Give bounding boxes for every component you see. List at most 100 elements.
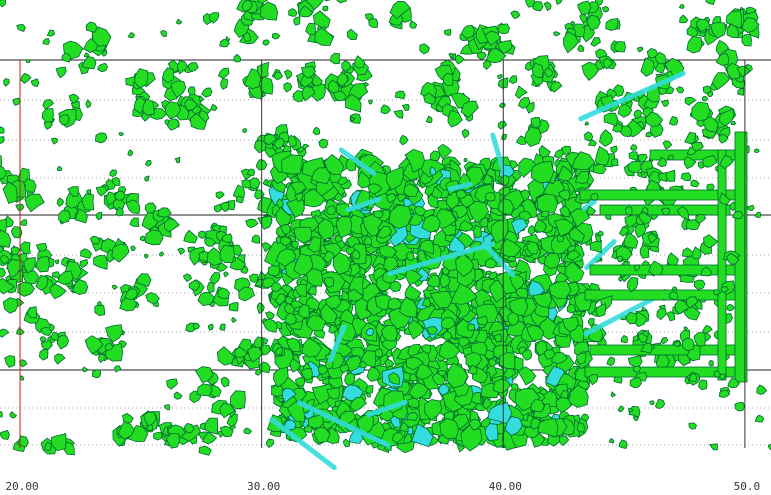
cloud-blob: [56, 165, 63, 172]
cloud-blob: [256, 302, 265, 315]
cloud-blob: [726, 303, 735, 312]
cloud-blob: [167, 118, 181, 131]
cloud-blob: [0, 410, 3, 418]
cloud-streak: [481, 241, 516, 278]
cloud-blob: [429, 165, 437, 176]
cloud-blob: [109, 169, 117, 178]
cloud-blob: [543, 349, 556, 360]
cloud-blob: [634, 264, 641, 272]
cloud-blob: [437, 143, 453, 160]
cloud-blob: [81, 193, 95, 211]
cloud-blob: [74, 208, 88, 224]
cloud-blob: [307, 235, 322, 253]
cloud-blob: [629, 377, 643, 389]
cloud-blob: [262, 39, 270, 46]
cloud-blob: [610, 145, 618, 154]
cloud-blob: [0, 430, 10, 440]
cloud-blob: [571, 151, 596, 171]
cloud-blob: [602, 5, 610, 13]
cloud-blob: [217, 287, 230, 299]
cloud-blob: [424, 399, 443, 421]
cloud-blob: [89, 235, 101, 245]
cloud-blob: [423, 92, 437, 105]
cloud-blob: [289, 357, 302, 373]
cloud-blob: [86, 189, 92, 195]
cloud-blob: [344, 355, 363, 372]
cloud-blob: [660, 99, 670, 107]
cloud-blob: [638, 211, 653, 224]
cloud-blob: [448, 52, 454, 58]
x-tick-label: 40.00: [489, 480, 522, 493]
cloud-blob: [431, 185, 443, 199]
cloud-blob: [130, 245, 136, 252]
cloud-blob: [318, 218, 335, 241]
cloud-blob: [399, 134, 409, 146]
cloud-blob: [294, 192, 304, 203]
cloud-blob: [221, 233, 233, 244]
cloud-blob: [35, 274, 49, 291]
cloud-blob: [23, 257, 36, 274]
cloud-blob: [754, 148, 760, 154]
cloud-blob: [301, 337, 323, 358]
cloud-blob: [566, 250, 582, 261]
cloud-blob: [708, 360, 714, 367]
cloud-blob: [279, 224, 292, 235]
cloud-blob: [274, 71, 284, 81]
cloud-blob: [467, 364, 478, 375]
cloud-blob: [50, 331, 59, 342]
cloud-blob: [497, 74, 503, 80]
cloud-blob: [725, 10, 743, 29]
cloud-blob: [256, 61, 270, 79]
cloud-streak: [296, 400, 391, 448]
cloud-blob: [698, 379, 708, 391]
cloud-blob: [629, 144, 638, 151]
cloud-blob: [640, 57, 655, 77]
cloud-blob: [174, 156, 181, 164]
cloud-streak: [582, 199, 597, 211]
cloud-blob: [627, 355, 643, 368]
cloud-blob: [219, 38, 230, 48]
cloud-blob: [473, 224, 482, 239]
cloud-blob: [342, 438, 351, 448]
cloud-blob: [93, 255, 108, 270]
cloud-blob: [695, 18, 711, 33]
cloud-blob: [281, 387, 297, 404]
cloud-blob: [79, 258, 89, 268]
cloud-blob: [164, 101, 182, 120]
cloud-blob: [94, 132, 108, 144]
cloud-blob: [158, 251, 164, 257]
cloud-blob: [626, 311, 638, 325]
cloud-blob: [220, 77, 228, 90]
cloud-blob: [58, 209, 71, 224]
cloud-blob: [187, 86, 196, 96]
cloud-blob: [2, 297, 19, 314]
cloud-blob: [409, 20, 418, 29]
cloud-blob: [253, 139, 267, 154]
cloud-blob: [30, 78, 40, 87]
cloud-blob: [531, 291, 553, 308]
cloud-blob: [530, 116, 541, 129]
cloud-blob: [347, 288, 365, 302]
cloud-streak: [327, 324, 347, 363]
cloud-blob: [311, 167, 332, 185]
cloud-blob: [438, 340, 461, 360]
cloud-blob: [555, 0, 563, 5]
cloud-blob: [407, 319, 425, 340]
cloud-blob: [325, 294, 342, 309]
cloud-blob: [730, 120, 737, 126]
cloud-blob: [577, 0, 592, 16]
cloud-bar: [589, 344, 736, 356]
cloud-blob: [143, 253, 149, 259]
cloud-blob: [701, 325, 713, 335]
cloud-blob: [354, 55, 366, 69]
cloud-blob: [318, 138, 328, 149]
cloud-blob: [720, 286, 729, 293]
cloud-blob: [125, 199, 141, 214]
cloud-blob: [603, 112, 619, 127]
cloud-blob: [136, 273, 152, 287]
cloud-blob: [54, 259, 60, 265]
cloud-blob: [476, 51, 487, 60]
cloud-blob: [447, 110, 463, 128]
cloud-blob: [667, 154, 674, 161]
cloud-blob: [232, 184, 245, 199]
